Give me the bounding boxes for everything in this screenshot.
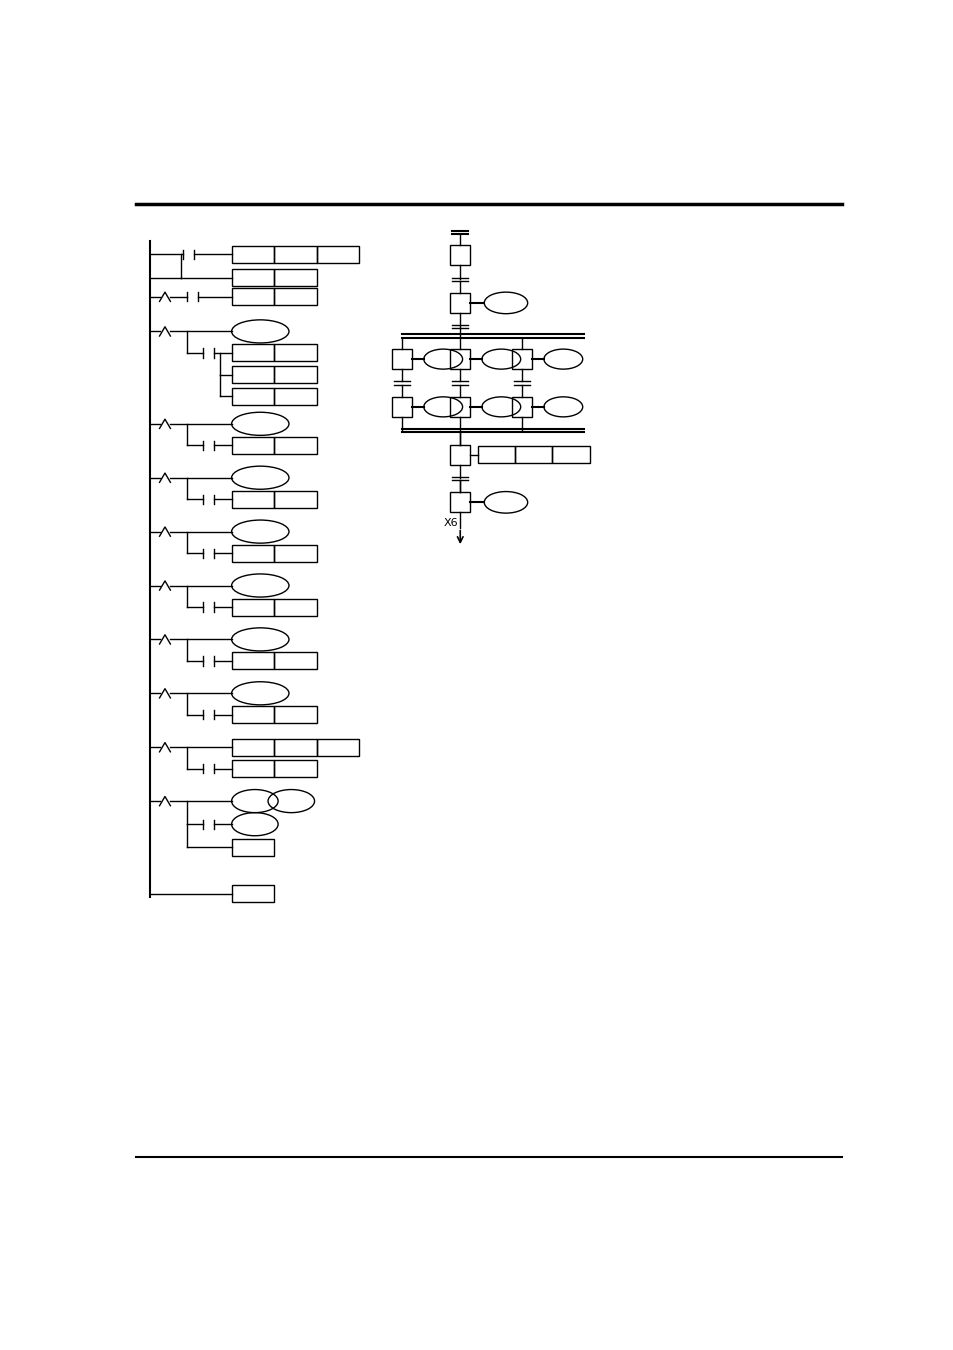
Bar: [232, 344, 274, 362]
Bar: [450, 246, 470, 265]
Bar: [274, 760, 316, 778]
Bar: [274, 269, 316, 286]
Bar: [232, 886, 274, 902]
Bar: [274, 246, 316, 263]
Bar: [450, 493, 470, 513]
Bar: [274, 491, 316, 508]
Bar: [392, 350, 412, 369]
Bar: [450, 444, 470, 464]
Text: X6: X6: [443, 518, 457, 528]
Bar: [274, 652, 316, 670]
Bar: [450, 397, 470, 417]
Bar: [232, 387, 274, 405]
Bar: [274, 387, 316, 405]
Bar: [450, 350, 470, 369]
Bar: [512, 350, 532, 369]
Bar: [316, 246, 359, 263]
Bar: [232, 838, 274, 856]
Bar: [274, 437, 316, 454]
Bar: [512, 397, 532, 417]
Bar: [232, 366, 274, 383]
Bar: [274, 706, 316, 724]
Bar: [232, 269, 274, 286]
Bar: [552, 446, 589, 463]
Bar: [232, 491, 274, 508]
Bar: [477, 446, 515, 463]
Bar: [274, 344, 316, 362]
Bar: [450, 293, 470, 313]
Bar: [274, 544, 316, 562]
Bar: [232, 652, 274, 670]
Bar: [274, 366, 316, 383]
Bar: [274, 598, 316, 616]
Bar: [232, 738, 274, 756]
Bar: [316, 738, 359, 756]
Bar: [274, 738, 316, 756]
Bar: [232, 246, 274, 263]
Bar: [232, 598, 274, 616]
Bar: [232, 437, 274, 454]
Bar: [232, 544, 274, 562]
Bar: [232, 760, 274, 778]
Bar: [515, 446, 552, 463]
Bar: [232, 289, 274, 305]
Bar: [392, 397, 412, 417]
Bar: [274, 289, 316, 305]
Bar: [232, 706, 274, 724]
